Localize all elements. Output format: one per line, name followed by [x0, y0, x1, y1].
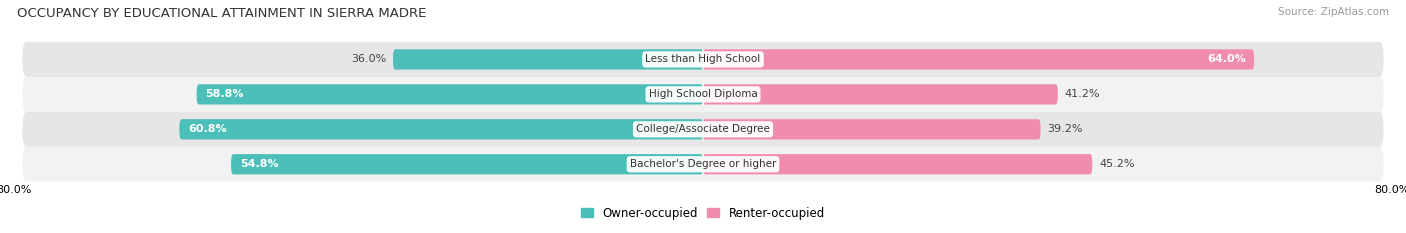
Text: 60.8%: 60.8% — [188, 124, 226, 134]
Text: 54.8%: 54.8% — [239, 159, 278, 169]
FancyBboxPatch shape — [197, 84, 703, 105]
FancyBboxPatch shape — [22, 77, 1384, 112]
FancyBboxPatch shape — [703, 49, 1254, 69]
FancyBboxPatch shape — [703, 119, 1040, 139]
FancyBboxPatch shape — [703, 154, 1092, 174]
FancyBboxPatch shape — [394, 49, 703, 69]
Text: High School Diploma: High School Diploma — [648, 89, 758, 99]
Legend: Owner-occupied, Renter-occupied: Owner-occupied, Renter-occupied — [576, 202, 830, 225]
Text: Source: ZipAtlas.com: Source: ZipAtlas.com — [1278, 7, 1389, 17]
Text: Less than High School: Less than High School — [645, 55, 761, 64]
FancyBboxPatch shape — [22, 42, 1384, 77]
Text: College/Associate Degree: College/Associate Degree — [636, 124, 770, 134]
FancyBboxPatch shape — [231, 154, 703, 174]
Text: 39.2%: 39.2% — [1047, 124, 1083, 134]
FancyBboxPatch shape — [22, 112, 1384, 147]
Text: 58.8%: 58.8% — [205, 89, 243, 99]
Text: 64.0%: 64.0% — [1206, 55, 1246, 64]
Text: Bachelor's Degree or higher: Bachelor's Degree or higher — [630, 159, 776, 169]
Text: OCCUPANCY BY EDUCATIONAL ATTAINMENT IN SIERRA MADRE: OCCUPANCY BY EDUCATIONAL ATTAINMENT IN S… — [17, 7, 426, 20]
Text: 45.2%: 45.2% — [1099, 159, 1135, 169]
FancyBboxPatch shape — [180, 119, 703, 139]
Text: 41.2%: 41.2% — [1064, 89, 1099, 99]
FancyBboxPatch shape — [703, 84, 1057, 105]
FancyBboxPatch shape — [22, 147, 1384, 182]
Text: 36.0%: 36.0% — [352, 55, 387, 64]
